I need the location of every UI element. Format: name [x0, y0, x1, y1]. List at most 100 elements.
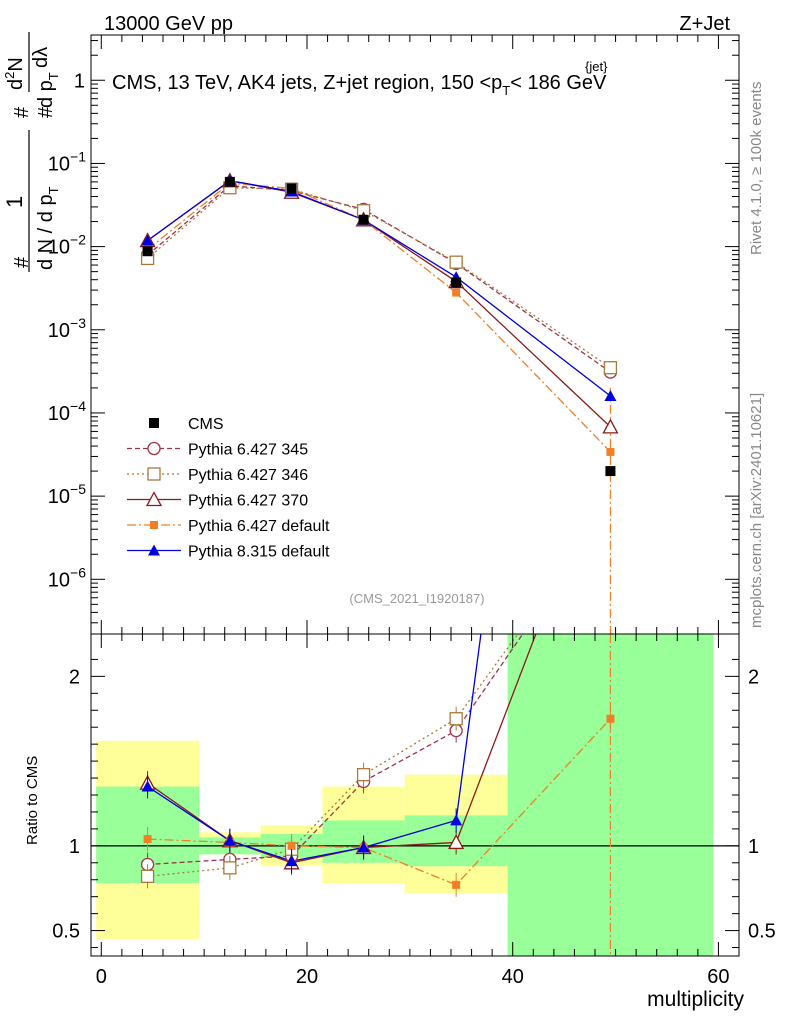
- main-point-cms-4: [451, 277, 462, 288]
- main-point-pythia-6-427-346-4: [449, 255, 463, 269]
- main-ytick-exp-3: −3: [70, 315, 86, 331]
- ratio-point-pythia-6-427-default-4: [452, 880, 461, 889]
- ylabel-hash1: #: [11, 256, 33, 268]
- plot-title-sup-open: {jet: [585, 59, 603, 74]
- main-ytick-label-0: 1: [74, 70, 85, 92]
- main-point-cms-1: [224, 176, 235, 187]
- ylabel-num-n: N: [5, 57, 27, 71]
- main-ytick-label-6: 10−6: [48, 564, 86, 591]
- ratio-ytick-label-left-1: 1: [69, 836, 80, 858]
- plot-title-sup: {jet}: [585, 59, 608, 74]
- main-ytick-exp-4: −4: [70, 398, 86, 414]
- main-ytick-base-5: 10: [48, 486, 70, 508]
- main-ytick-base-1: 10: [48, 153, 70, 175]
- ratio-point-pythia-6-427-346-0: [140, 869, 155, 883]
- main-line-pythia-6-427-345: [147, 185, 611, 373]
- ratio-point-pythia-8-315-default-2: [285, 855, 298, 867]
- ratio-point-pythia-6-427-346-4: [449, 712, 463, 726]
- main-ytick-exp-2: −2: [70, 232, 86, 248]
- main-ytick-label-1: 10−1: [48, 148, 86, 175]
- ratio-line-pythia-8-315-default: [147, 634, 482, 862]
- ratio-point-pythia-8-315-default-0: [141, 780, 154, 792]
- ylabel-den2: d N / d p: [35, 194, 57, 270]
- plot-title-sup-close: }: [603, 59, 608, 74]
- main-line-pythia-6-427-default: [147, 182, 611, 453]
- x-tick-label-1: 20: [296, 966, 318, 988]
- ratio-point-pythia-8-315-default-3: [357, 841, 370, 853]
- ratio-line-pythia-6-427-345: [147, 634, 524, 866]
- legend-label-pythia-6-427-345: Pythia 6.427 345: [188, 442, 308, 459]
- ratio-point-pythia-6-427-346-1: [223, 861, 237, 875]
- ylabel-den-dn: d N / d pT: [35, 186, 61, 270]
- ratio-ytick-label-right-1: 1: [748, 836, 759, 858]
- main-ytick-exp-1: −1: [70, 148, 86, 164]
- x-tick-label-0: 0: [96, 966, 107, 988]
- main-ytick-label-2: 10−2: [48, 232, 86, 259]
- main-point-cms-5: [605, 466, 616, 477]
- ylabel-den-lambda: λ: [30, 47, 52, 57]
- main-ytick-exp-6: −6: [70, 564, 86, 580]
- main-point-pythia-6-427-370-5: [602, 418, 619, 434]
- ylabel-den2-t: T: [46, 186, 61, 194]
- side-text-mcplots: mcplots.cern.ch [arXiv:2401.10621]: [748, 393, 765, 628]
- ratio-point-pythia-8-315-default-1: [223, 834, 236, 846]
- ratio-ytick-label-left-0: 0.5: [52, 921, 80, 943]
- legend-label-cms: CMS: [188, 416, 224, 433]
- ratio-uncertainty-bands: [91, 634, 739, 956]
- plot-title: CMS, 13 TeV, AK4 jets, Z+jet region, 150…: [112, 72, 607, 98]
- header-left: 13000 GeV pp: [104, 13, 233, 35]
- side-text-rivet: Rivet 4.1.0, ≥ 100k events: [748, 82, 765, 255]
- plot-title-end: < 186 GeV: [510, 72, 607, 94]
- legend-label-pythia-6-427-default: Pythia 6.427 default: [188, 518, 330, 535]
- ylabel-hash2: #: [11, 106, 33, 118]
- main-ytick-base-6: 10: [48, 569, 70, 591]
- main-line-pythia-6-427-370: [147, 180, 611, 428]
- legend-marker-pythia-6-427-370: [145, 491, 163, 507]
- plot-title-p: p: [491, 72, 502, 94]
- main-ytick-label-5: 10−5: [48, 481, 86, 508]
- ratio-point-pythia-8-315-default-4: [450, 814, 463, 826]
- main-series-group: [139, 172, 619, 634]
- main-point-pythia-6-427-default-4: [452, 288, 461, 297]
- ratio-axis-ticks: 0.5 0.5 1 1 2 2: [52, 658, 776, 949]
- ylabel-one: 1: [2, 196, 27, 208]
- ratio-point-pythia-6-427-346-3: [356, 768, 371, 782]
- main-axis-ticks: 110−110−210−310−410−510−60 20 40 60: [48, 35, 739, 988]
- ylabel-hash3: #: [35, 106, 57, 118]
- header-right: Z+Jet: [679, 13, 730, 35]
- main-point-cms-0: [142, 246, 153, 257]
- main-ytick-base-2: 10: [48, 237, 70, 259]
- ratio-series-group: [139, 634, 615, 956]
- main-point-cms-3: [358, 214, 369, 225]
- main-point-cms-2: [286, 183, 297, 194]
- ylabel-den-dlambda: dλ: [30, 47, 52, 68]
- main-ytick-base-3: 10: [48, 320, 70, 342]
- ylabel-den-l: d: [30, 57, 52, 68]
- ylabel-den-t: T: [46, 72, 61, 80]
- ylabel-den-d: d p: [35, 80, 57, 108]
- main-point-pythia-6-427-default-5: [606, 447, 615, 456]
- main-ytick-label-4: 10−4: [48, 398, 86, 425]
- main-y-axis-label: # 1 d N / d pT # d2N # d pT dλ: [2, 32, 61, 272]
- ylabel-num: d2N: [2, 57, 27, 90]
- x-tick-label-2: 40: [502, 966, 524, 988]
- ratio-ytick-label-right-2: 2: [748, 666, 759, 688]
- ratio-point-pythia-6-427-default-0: [143, 835, 152, 844]
- legend-marker-pythia-8-315-default: [148, 544, 160, 556]
- plot-title-sub: T: [502, 83, 510, 98]
- main-point-pythia-6-427-346-5: [603, 361, 618, 375]
- ylabel-num-d: d: [5, 79, 27, 90]
- x-tick-label-3: 60: [707, 966, 729, 988]
- ratio-point-pythia-6-427-default-2: [287, 841, 296, 850]
- legend: CMS Pythia 6.427 345 Pythia 6.427 346 Pythi…: [127, 416, 330, 561]
- main-ytick-label-3: 10−3: [48, 315, 86, 342]
- ylabel-den-dp: d pT: [35, 72, 61, 108]
- main-ytick-exp-5: −5: [70, 481, 86, 497]
- legend-label-pythia-6-427-346: Pythia 6.427 346: [188, 467, 308, 484]
- ratio-point-pythia-6-427-default-5: [606, 714, 615, 723]
- main-line-pythia-6-427-346: [147, 187, 611, 369]
- legend-marker-pythia-6-427-default: [150, 521, 158, 529]
- x-axis-label: multiplicity: [647, 988, 744, 1011]
- ratio-line-pythia-6-427-default: [147, 718, 611, 886]
- analysis-id: (CMS_2021_I1920187): [349, 591, 484, 606]
